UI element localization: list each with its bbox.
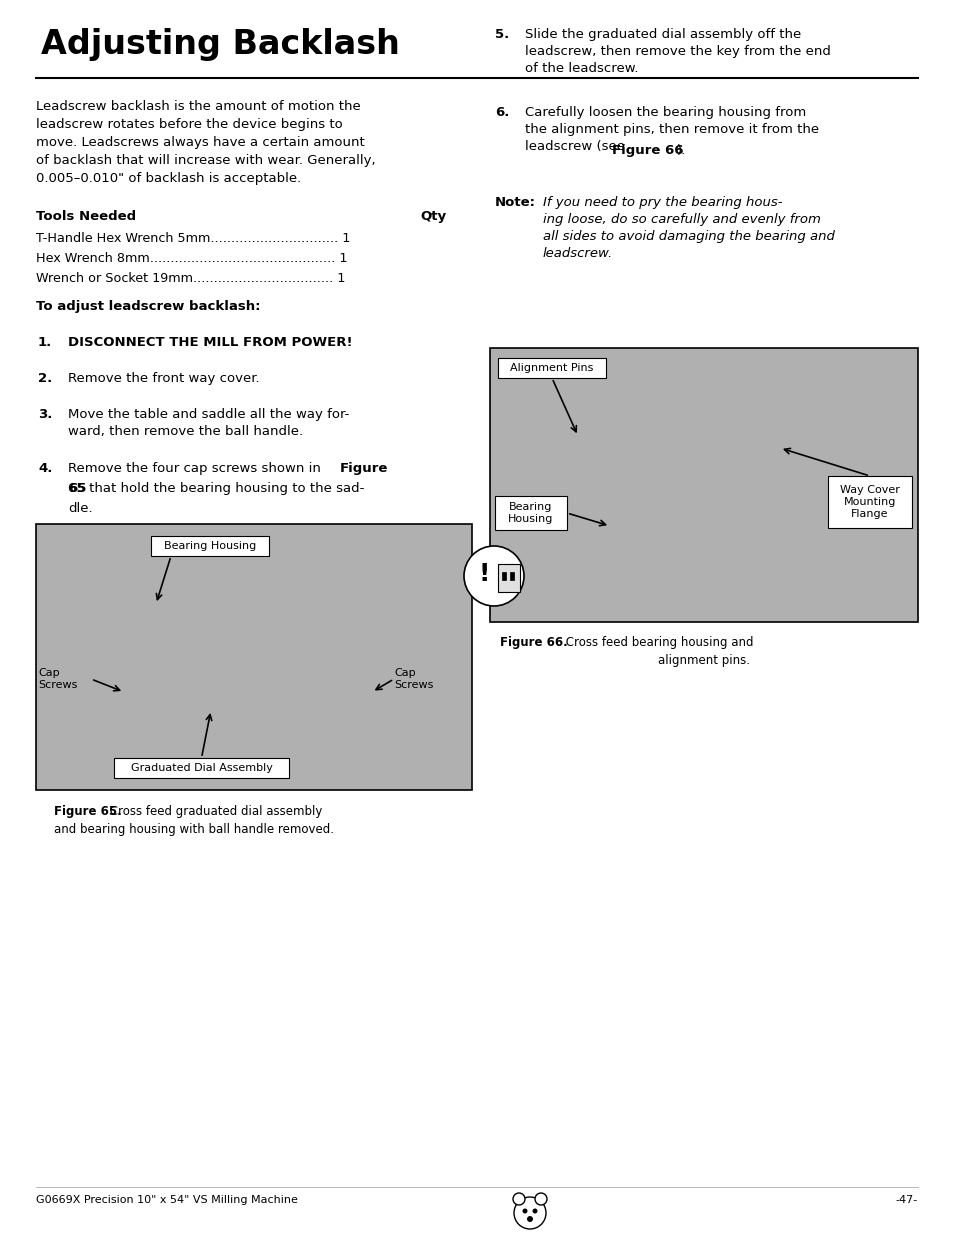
Bar	[495, 496, 566, 530]
Text: Tools Needed: Tools Needed	[36, 210, 136, 224]
Text: Graduated Dial Assembly: Graduated Dial Assembly	[131, 763, 273, 773]
Text: 65 that hold the bearing housing to the sad-: 65 that hold the bearing housing to the …	[68, 482, 364, 495]
Text: Leadscrew backlash is the amount of motion the: Leadscrew backlash is the amount of moti…	[36, 100, 360, 112]
Text: ).: ).	[677, 144, 685, 157]
Bar	[36, 524, 472, 790]
Text: and bearing housing with ball handle removed.: and bearing housing with ball handle rem…	[54, 823, 334, 836]
Text: 5.: 5.	[495, 28, 509, 41]
Text: Remove the four cap screws shown in: Remove the four cap screws shown in	[68, 462, 325, 475]
Text: T-Handle Hex Wrench 5mm............................... 1: T-Handle Hex Wrench 5mm.................…	[36, 232, 350, 245]
Text: Move the table and saddle all the way for-
ward, then remove the ball handle.: Move the table and saddle all the way fo…	[68, 408, 349, 438]
Text: Bearing Housing: Bearing Housing	[164, 541, 255, 551]
Bar	[113, 758, 289, 778]
Bar	[497, 564, 519, 592]
Text: Qty: Qty	[420, 210, 447, 224]
Circle shape	[513, 1193, 524, 1205]
Text: Figure 66.: Figure 66.	[499, 636, 567, 650]
Text: Adjusting Backlash: Adjusting Backlash	[41, 28, 399, 61]
Text: 3.: 3.	[38, 408, 52, 421]
Text: Bearing
Housing: Bearing Housing	[508, 501, 553, 524]
Text: 2.: 2.	[38, 372, 52, 385]
Text: Remove the front way cover.: Remove the front way cover.	[68, 372, 259, 385]
Text: Cross feed graduated dial assembly: Cross feed graduated dial assembly	[106, 805, 322, 818]
Text: Alignment Pins: Alignment Pins	[510, 363, 593, 373]
Text: of backlash that will increase with wear. Generally,: of backlash that will increase with wear…	[36, 154, 375, 167]
Text: Slide the graduated dial assembly off the
leadscrew, then remove the key from th: Slide the graduated dial assembly off th…	[524, 28, 830, 75]
Bar	[501, 572, 505, 580]
Bar	[151, 536, 269, 556]
Text: 4.: 4.	[38, 462, 52, 475]
Text: alignment pins.: alignment pins.	[658, 655, 749, 667]
Circle shape	[535, 1193, 546, 1205]
Text: Cap
Screws: Cap Screws	[394, 668, 433, 690]
Text: Cross feed bearing housing and: Cross feed bearing housing and	[561, 636, 753, 650]
Text: move. Leadscrews always have a certain amount: move. Leadscrews always have a certain a…	[36, 136, 364, 149]
Text: 6.: 6.	[495, 106, 509, 119]
Text: 0.005–0.010" of backlash is acceptable.: 0.005–0.010" of backlash is acceptable.	[36, 172, 301, 185]
Bar	[490, 348, 917, 622]
Text: !: !	[477, 562, 489, 585]
Text: Cap
Screws: Cap Screws	[38, 668, 77, 690]
Text: -47-: -47-	[895, 1195, 917, 1205]
Text: 65: 65	[68, 482, 87, 495]
Bar	[827, 475, 911, 529]
Circle shape	[532, 1209, 537, 1214]
Bar	[497, 358, 605, 378]
Text: leadscrew rotates before the device begins to: leadscrew rotates before the device begi…	[36, 119, 342, 131]
Circle shape	[463, 546, 523, 606]
Circle shape	[514, 1197, 545, 1229]
Text: Note:: Note:	[495, 196, 536, 209]
Text: Hex Wrench 8mm............................................. 1: Hex Wrench 8mm..........................…	[36, 252, 347, 266]
Text: 1.: 1.	[38, 336, 52, 350]
Text: dle.: dle.	[68, 501, 92, 515]
Text: DISCONNECT THE MILL FROM POWER!: DISCONNECT THE MILL FROM POWER!	[68, 336, 353, 350]
Text: Way Cover
Mounting
Flange: Way Cover Mounting Flange	[840, 484, 899, 520]
Bar	[510, 572, 514, 580]
Text: G0669X Precision 10" x 54" VS Milling Machine: G0669X Precision 10" x 54" VS Milling Ma…	[36, 1195, 297, 1205]
Text: Figure 65.: Figure 65.	[54, 805, 122, 818]
Text: Figure: Figure	[339, 462, 388, 475]
Circle shape	[522, 1209, 527, 1214]
Circle shape	[526, 1216, 533, 1221]
Text: Figure 66: Figure 66	[612, 144, 682, 157]
Text: Wrench or Socket 19mm.................................. 1: Wrench or Socket 19mm...................…	[36, 272, 345, 285]
Text: If you need to pry the bearing hous-
ing loose, do so carefully and evenly from
: If you need to pry the bearing hous- ing…	[542, 196, 834, 261]
Text: Carefully loosen the bearing housing from
the alignment pins, then remove it fro: Carefully loosen the bearing housing fro…	[524, 106, 819, 153]
Text: To adjust leadscrew backlash:: To adjust leadscrew backlash:	[36, 300, 260, 312]
